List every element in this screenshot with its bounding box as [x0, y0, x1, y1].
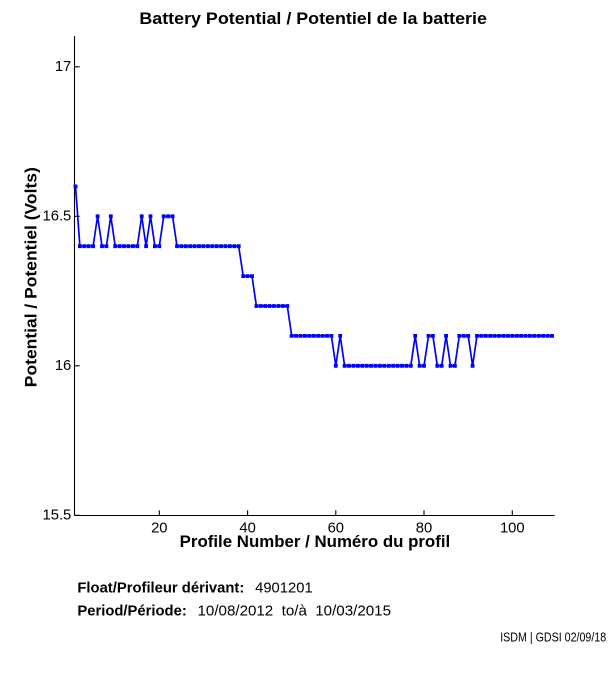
- svg-text:10/08/2012 to/à 10/03/2015: 10/08/2012 to/à 10/03/2015: [198, 603, 392, 619]
- svg-text:40: 40: [239, 520, 255, 536]
- svg-text:16.5: 16.5: [42, 208, 71, 224]
- svg-text:60: 60: [328, 520, 344, 536]
- svg-text:Profile Number / Numéro du pro: Profile Number / Numéro du profil: [180, 533, 451, 551]
- svg-text:Potential / Potentiel (Volts): Potential / Potentiel (Volts): [22, 167, 40, 387]
- svg-text:100: 100: [500, 520, 525, 536]
- svg-text:16: 16: [55, 358, 71, 374]
- svg-text:Battery Potential / Potentiel: Battery Potential / Potentiel de la batt…: [139, 10, 487, 28]
- svg-text:17: 17: [55, 59, 71, 75]
- svg-text:20: 20: [151, 520, 167, 536]
- svg-text:80: 80: [416, 520, 432, 536]
- svg-text:Float/Profileur dérivant:: Float/Profileur dérivant:: [77, 580, 244, 596]
- svg-text:15.5: 15.5: [42, 507, 71, 523]
- svg-text:ISDM | GDSI 02/09/18: ISDM | GDSI 02/09/18: [500, 630, 606, 644]
- svg-text:Period/Période:: Period/Période:: [77, 603, 186, 619]
- svg-text:4901201: 4901201: [255, 580, 313, 596]
